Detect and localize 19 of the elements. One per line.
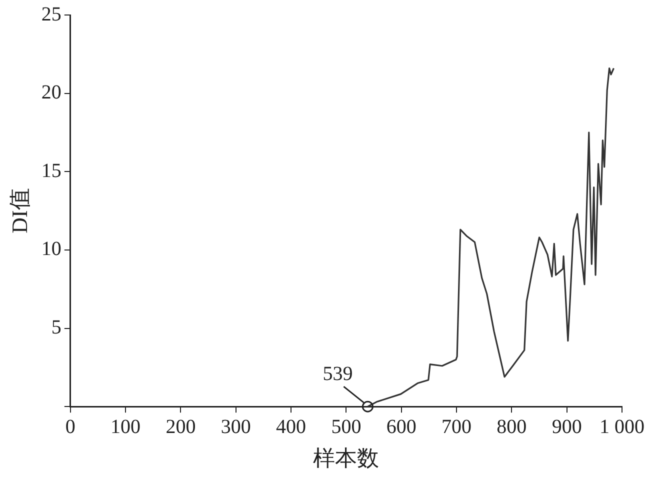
x-tick-label: 400 — [276, 416, 306, 438]
x-tick-label: 0 — [65, 416, 76, 438]
y-tick-label: 20 — [41, 82, 62, 104]
x-tick-label: 100 — [110, 416, 141, 438]
y-tick-label: 15 — [41, 160, 62, 182]
y-tick-label: 25 — [41, 3, 62, 26]
x-tick-label: 600 — [386, 416, 416, 438]
y-tick-label: 5 — [51, 316, 62, 339]
x-tick-label: 700 — [442, 416, 472, 438]
x-tick-label: 300 — [220, 416, 251, 438]
y-tick-label: 10 — [41, 238, 62, 260]
annotation: 539 — [322, 362, 353, 385]
x-tick-label: 200 — [166, 416, 196, 438]
x-tick-label: 500 — [331, 416, 362, 438]
y-axis-title: DI值 — [6, 188, 32, 234]
x-axis-title: 样本数 — [313, 446, 380, 471]
x-tick-label: 800 — [496, 416, 527, 438]
x-tick-label: 900 — [552, 416, 582, 438]
x-tick-label: 1 000 — [600, 416, 644, 438]
